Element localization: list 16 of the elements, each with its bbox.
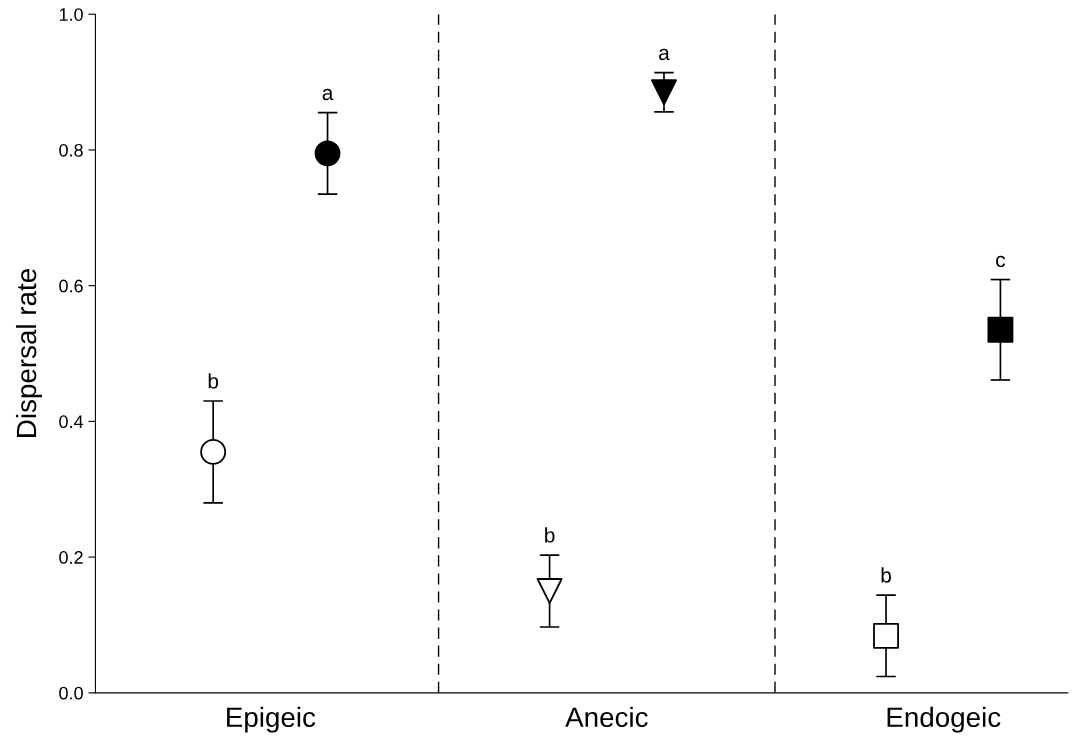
annotation: b: [545, 527, 555, 543]
y-tick-label: 0.4: [59, 415, 84, 429]
y-tick-label: 1.0: [59, 8, 83, 21]
annotation: a: [322, 88, 334, 101]
annotation: b: [208, 373, 219, 389]
y-tick-label: 0.0: [59, 686, 83, 700]
y-tick-label: 0.2: [59, 551, 83, 564]
annotation: b: [881, 567, 891, 583]
x-tick-label: Anecic: [565, 706, 648, 728]
x-tick-label: Epigeic: [227, 706, 316, 733]
annotation: c: [996, 255, 1006, 268]
y-tick-label: 0.6: [59, 279, 83, 293]
y-tick-label: 0.8: [59, 143, 83, 157]
x-tick-label: Endogeic: [887, 706, 1001, 733]
y-axis-title: Dispersal rate: [15, 269, 42, 437]
annotation: a: [659, 48, 670, 61]
